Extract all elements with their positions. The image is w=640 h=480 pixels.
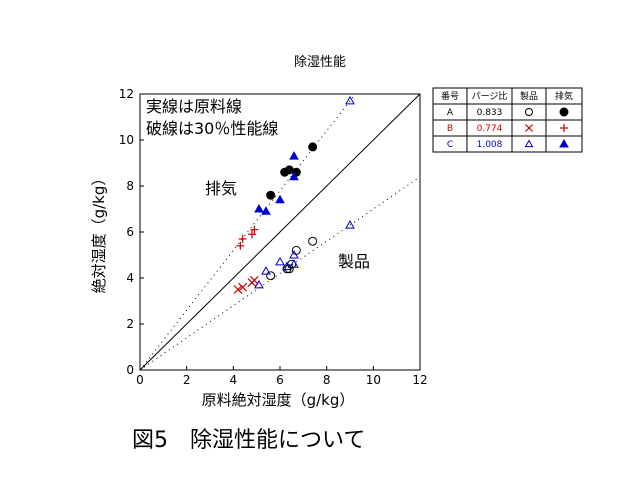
legend-ratio: 0.774 bbox=[477, 124, 503, 134]
y-tick-label: 0 bbox=[126, 363, 134, 377]
data-point-b-product bbox=[249, 275, 259, 285]
y-axis-ticks: 0 2 4 6 8 10 12 bbox=[119, 87, 144, 377]
reference-line-solid bbox=[139, 93, 421, 371]
data-point-b-exhaust bbox=[248, 230, 256, 239]
reference-line-dotted bbox=[139, 176, 421, 371]
data-point-b-product bbox=[238, 282, 248, 292]
x-tick-label: 6 bbox=[276, 373, 284, 387]
legend-id: C bbox=[447, 140, 453, 150]
x-axis-ticks: 0 2 4 6 8 10 12 bbox=[136, 366, 428, 387]
data-points bbox=[233, 95, 355, 294]
data-point-c-product bbox=[289, 249, 299, 259]
data-point-a-product bbox=[291, 245, 301, 255]
chart-title: 除湿性能 bbox=[294, 55, 346, 70]
legend-id: B bbox=[447, 124, 453, 134]
legend-ratio: 0.833 bbox=[477, 108, 503, 118]
data-point-c-product bbox=[282, 261, 292, 270]
legend-header: 製品 bbox=[520, 90, 538, 102]
data-point-b-exhaust bbox=[236, 241, 245, 250]
legend-ratio: 1.008 bbox=[477, 140, 503, 150]
y-tick-label: 2 bbox=[126, 317, 134, 331]
legend-table: 番号 パージ比 製品 排気 A 0.833 B 0.774 C 1.008 bbox=[432, 87, 583, 153]
x-tick-label: 10 bbox=[366, 373, 381, 387]
data-point-c-exhaust bbox=[289, 151, 299, 160]
y-tick-label: 4 bbox=[126, 271, 134, 285]
x-tick-label: 2 bbox=[183, 373, 191, 387]
data-point-a-exhaust bbox=[266, 190, 276, 200]
reference-line-dotted bbox=[139, 93, 356, 371]
data-point-c-product bbox=[345, 220, 355, 229]
annotation-note-line1: 実線は原料線 bbox=[146, 97, 242, 116]
data-point-c-exhaust bbox=[289, 171, 299, 181]
reference-lines bbox=[139, 93, 421, 371]
legend-header: 排気 bbox=[555, 90, 573, 102]
exhaust-label: 排気 bbox=[205, 179, 237, 198]
figure-caption: 図5 除湿性能について bbox=[132, 428, 365, 453]
legend-product-marker bbox=[525, 124, 533, 132]
y-axis-label: 絶対湿度（g/kg） bbox=[90, 171, 108, 294]
data-point-b-product bbox=[233, 285, 243, 294]
x-axis-label: 原料絶対湿度（g/kg） bbox=[202, 391, 355, 409]
legend-id: A bbox=[447, 108, 454, 118]
y-tick-label: 10 bbox=[119, 133, 134, 147]
data-point-c-exhaust bbox=[254, 203, 264, 213]
data-point-c-product bbox=[261, 266, 271, 275]
legend-exhaust-marker bbox=[560, 124, 568, 132]
data-point-b-exhaust bbox=[238, 234, 247, 243]
x-tick-label: 0 bbox=[136, 373, 144, 387]
y-tick-label: 12 bbox=[119, 87, 134, 101]
plot-area: 0 2 4 6 8 10 12 0 2 4 6 8 10 12 bbox=[119, 87, 428, 387]
data-point-c-product bbox=[254, 279, 264, 289]
legend-product-marker bbox=[525, 108, 533, 116]
data-point-c-exhaust bbox=[275, 194, 285, 204]
legend-exhaust-marker bbox=[559, 107, 569, 117]
data-point-a-exhaust bbox=[308, 142, 318, 152]
data-point-a-product bbox=[284, 264, 294, 274]
annotation-note-line2: 破線は30％性能線 bbox=[146, 119, 278, 138]
y-tick-label: 6 bbox=[126, 225, 134, 239]
legend-header: パージ比 bbox=[472, 90, 508, 102]
x-tick-label: 8 bbox=[323, 373, 331, 387]
legend-exhaust-marker bbox=[559, 138, 569, 148]
x-tick-label: 4 bbox=[230, 373, 238, 387]
data-point-a-product bbox=[266, 271, 276, 281]
product-label: 製品 bbox=[338, 252, 370, 271]
data-point-b-exhaust bbox=[250, 225, 259, 234]
data-point-c-product bbox=[275, 256, 285, 266]
y-tick-label: 8 bbox=[126, 179, 134, 193]
data-point-c-product bbox=[289, 259, 299, 268]
data-point-c-product bbox=[345, 95, 355, 105]
data-point-c-exhaust bbox=[261, 206, 271, 215]
legend-header: 番号 bbox=[441, 90, 459, 102]
data-point-a-product bbox=[308, 236, 318, 246]
legend-product-marker bbox=[524, 139, 534, 148]
x-tick-label: 12 bbox=[412, 373, 427, 387]
